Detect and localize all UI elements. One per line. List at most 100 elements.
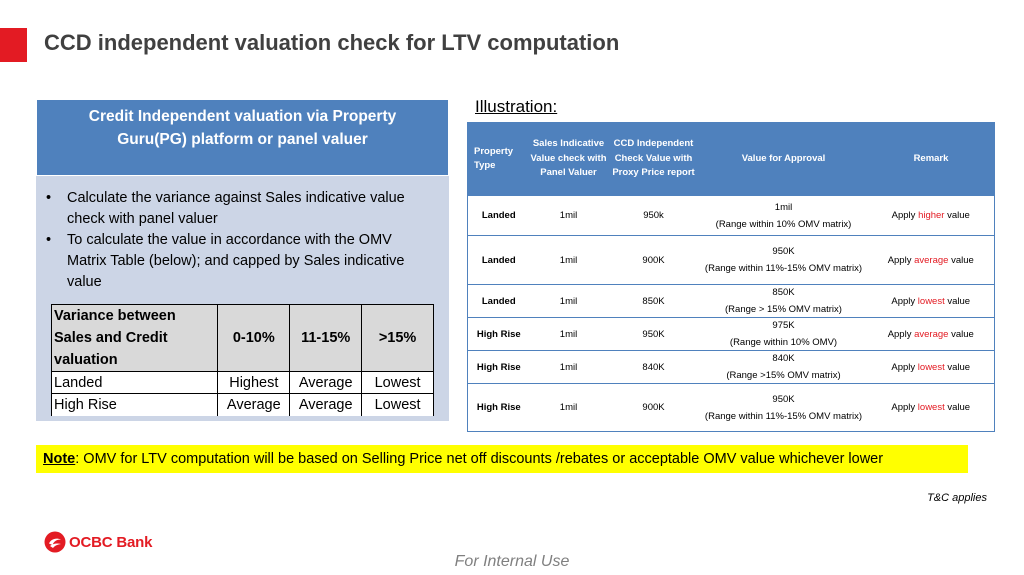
- remark-suffix: value: [944, 361, 971, 373]
- remark-cell: Apply lowest value: [867, 350, 995, 384]
- variance-header-cell: >15%: [361, 304, 434, 372]
- table-row: Landed 1mil 900K 950K (Range within 11%-1…: [467, 235, 995, 285]
- ccd-value-cell: 840K: [607, 350, 700, 384]
- property-type-cell: High Rise: [467, 317, 530, 351]
- approval-value: 840K: [772, 353, 795, 364]
- remark-prefix: Apply: [891, 402, 918, 413]
- sales-value-cell: 1mil: [529, 383, 608, 432]
- approval-range: (Range within 11%-15% OMV matrix): [704, 410, 863, 422]
- property-type-cell: Landed: [467, 235, 530, 285]
- remark-cell: Apply average value: [867, 235, 995, 285]
- property-type-cell: High Rise: [467, 383, 530, 432]
- bullet-dot-icon: •: [46, 190, 52, 206]
- variance-header-cell: 11-15%: [289, 304, 363, 372]
- table-row: High Rise 1mil 950K 975K (Range within 10…: [467, 317, 995, 351]
- remark-suffix: value: [944, 402, 971, 413]
- remark-prefix: Apply: [891, 210, 919, 221]
- remark-cell: Apply average value: [867, 317, 995, 351]
- note-text: : OMV for LTV computation will be based …: [75, 451, 884, 467]
- property-type-cell: Landed: [467, 195, 530, 236]
- note-banner: Note: OMV for LTV computation will be ba…: [36, 445, 968, 473]
- remark-cell: Apply higher value: [867, 195, 995, 236]
- approval-value: 850K: [772, 287, 795, 298]
- remark-prefix: Apply: [887, 254, 915, 266]
- variance-cell: Lowest: [361, 371, 434, 394]
- remark-suffix: value: [944, 295, 971, 307]
- remark-keyword: lowest: [917, 295, 945, 307]
- bullet-text: Calculate the variance against Sales ind…: [67, 190, 405, 227]
- remark-keyword: average: [914, 254, 949, 266]
- illustration-header-cell: Property Type: [467, 122, 530, 196]
- approval-range: (Range > 15% OMV matrix): [725, 304, 842, 315]
- table-row: Landed Highest Average Lowest: [50, 371, 434, 394]
- ccd-value-cell: 850K: [607, 284, 700, 318]
- remark-keyword: higher: [918, 210, 945, 221]
- illustration-header-cell: Sales Indicative Value check with Panel …: [529, 122, 608, 196]
- variance-cell: Average: [289, 371, 363, 394]
- illustration-header-cell: Remark: [867, 122, 995, 196]
- approval-range: (Range within 10% OMV matrix): [715, 218, 852, 230]
- property-type-cell: Landed: [467, 284, 530, 318]
- illustration-table: Property Type Sales Indicative Value che…: [467, 122, 995, 432]
- variance-cell: Average: [289, 393, 363, 416]
- variance-table: Variance between Sales and Credit valuat…: [50, 304, 434, 416]
- variance-table-header-row: Variance between Sales and Credit valuat…: [50, 304, 434, 372]
- approval-value-cell: 950K (Range within 11%-15% OMV matrix): [699, 235, 868, 285]
- approval-value: 950K: [772, 393, 795, 405]
- approval-range: (Range >15% OMV matrix): [726, 370, 841, 381]
- remark-prefix: Apply: [891, 361, 918, 373]
- sales-value-cell: 1mil: [529, 284, 608, 318]
- ccd-value-cell: 900K: [607, 383, 700, 432]
- sales-value-cell: 1mil: [529, 350, 608, 384]
- approval-value-cell: 850K (Range > 15% OMV matrix): [699, 284, 868, 318]
- ccd-value-cell: 900K: [607, 235, 700, 285]
- ccd-value-cell: 950K: [607, 317, 700, 351]
- ocbc-logo: OCBC Bank: [44, 531, 152, 553]
- approval-value-cell: 1mil (Range within 10% OMV matrix): [699, 195, 868, 236]
- tc-text: T&C applies: [927, 492, 987, 504]
- ocbc-logo-icon: [44, 531, 66, 553]
- table-row: High Rise 1mil 840K 840K (Range >15% OMV …: [467, 350, 995, 384]
- bullet-dot-icon: •: [46, 232, 52, 248]
- remark-cell: Apply lowest value: [867, 383, 995, 432]
- title-accent-bar: [0, 28, 27, 62]
- variance-cell: Highest: [217, 371, 291, 394]
- logo-text: OCBC Bank: [69, 533, 153, 551]
- variance-header-cell: Variance between Sales and Credit valuat…: [50, 304, 219, 372]
- variance-cell: Lowest: [361, 393, 434, 416]
- approval-range: (Range within 10% OMV): [729, 337, 838, 348]
- left-panel-header: Credit Independent valuation via Propert…: [36, 99, 449, 176]
- table-row: Landed 1mil 850K 850K (Range > 15% OMV ma…: [467, 284, 995, 318]
- sales-value-cell: 1mil: [529, 195, 608, 236]
- approval-value-cell: 975K (Range within 10% OMV): [699, 317, 868, 351]
- illustration-header-cell: CCD Independent Check Value with Proxy P…: [607, 122, 700, 196]
- table-row: High Rise 1mil 900K 950K (Range within 11…: [467, 383, 995, 432]
- remark-suffix: value: [948, 328, 974, 340]
- left-panel: Credit Independent valuation via Propert…: [36, 99, 449, 421]
- remark-suffix: value: [948, 254, 974, 266]
- remark-cell: Apply lowest value: [867, 284, 995, 318]
- variance-cell: High Rise: [50, 393, 219, 416]
- ccd-value-cell: 950k: [607, 195, 700, 236]
- bullet-list: • Calculate the variance against Sales in…: [36, 176, 449, 293]
- bullet-item: • Calculate the variance against Sales in…: [46, 188, 435, 230]
- table-row: Landed 1mil 950k 1mil (Range within 10% O…: [467, 195, 995, 236]
- variance-cell: Average: [217, 393, 291, 416]
- sales-value-cell: 1mil: [529, 235, 608, 285]
- approval-value: 950K: [772, 246, 795, 257]
- remark-keyword: lowest: [917, 361, 945, 373]
- illustration-label: Illustration:: [475, 97, 558, 116]
- table-row: High Rise Average Average Lowest: [50, 393, 434, 416]
- remark-prefix: Apply: [887, 328, 915, 340]
- variance-header-cell: 0-10%: [217, 304, 291, 372]
- remark-keyword: average: [914, 328, 949, 340]
- illustration-header-cell: Value for Approval: [699, 122, 868, 196]
- slide-title: CCD independent valuation check for LTV …: [44, 30, 620, 55]
- note-label: Note: [43, 451, 76, 467]
- approval-value-cell: 950K (Range within 11%-15% OMV matrix): [699, 383, 868, 432]
- property-type-cell: High Rise: [467, 350, 530, 384]
- footer-label: For Internal Use: [454, 553, 570, 570]
- variance-cell: Landed: [50, 371, 219, 394]
- approval-value: 1mil: [774, 201, 793, 213]
- remark-prefix: Apply: [891, 295, 918, 307]
